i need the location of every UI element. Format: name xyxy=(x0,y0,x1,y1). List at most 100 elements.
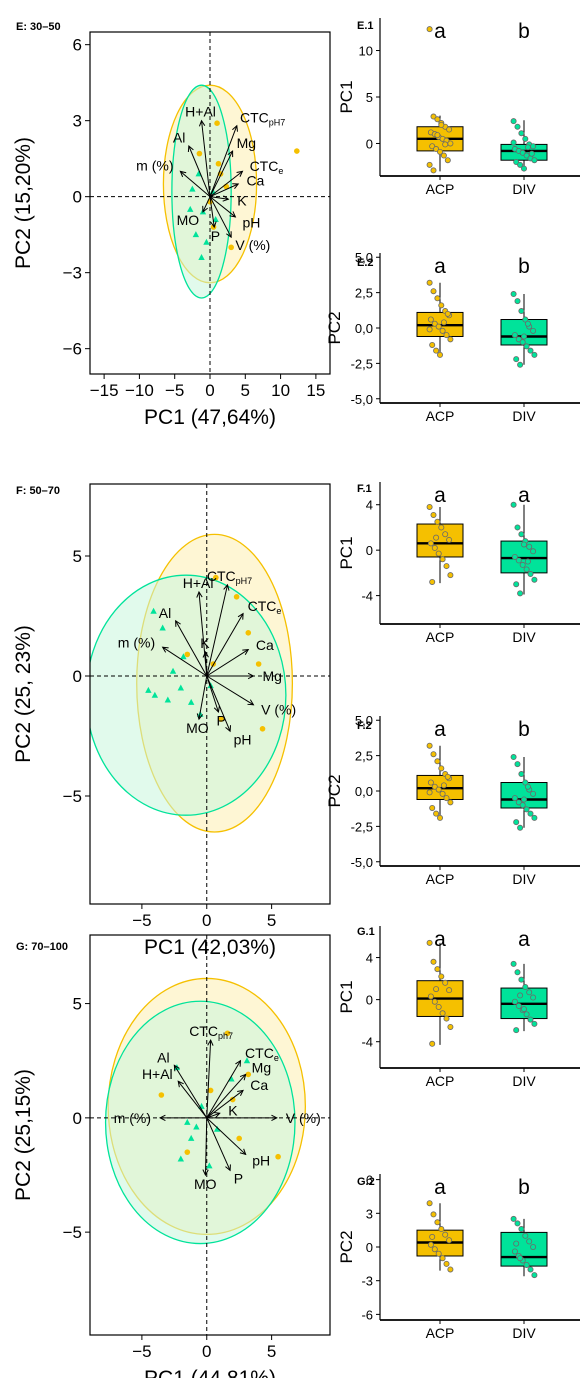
data-point-acp xyxy=(427,779,434,786)
significance-letter: a xyxy=(434,928,446,951)
point-acp xyxy=(294,148,300,154)
data-point-div xyxy=(531,1272,538,1279)
x-tick-label: DIV xyxy=(512,1073,536,1089)
data-point-div xyxy=(523,566,530,573)
significance-letter: a xyxy=(434,20,446,43)
panel-label: F: 50–70 xyxy=(16,485,60,497)
data-point-div xyxy=(518,130,525,137)
data-point-div xyxy=(519,802,526,809)
y-tick-label: 2,5 xyxy=(355,749,373,764)
y-axis-title: PC2 (25,15%) xyxy=(12,1069,35,1201)
data-point-acp xyxy=(442,141,449,148)
loading-vector xyxy=(173,1065,208,1119)
point-acp xyxy=(184,1149,191,1155)
boxplot-1: a ACP b DIV 0 5 10 PC1 E.1 xyxy=(337,18,580,197)
point-acp xyxy=(229,1096,236,1103)
data-point-acp xyxy=(433,347,440,354)
vector-label: CTCe xyxy=(250,158,284,176)
data-point-acp xyxy=(426,279,433,286)
data-point-div xyxy=(518,531,525,538)
vector-arrowhead xyxy=(225,231,232,239)
data-point-acp xyxy=(426,789,433,796)
x-tick-label: ACP xyxy=(426,1325,455,1341)
point-div xyxy=(187,205,194,212)
data-point-acp xyxy=(435,550,442,557)
point-acp xyxy=(215,160,222,167)
y-tick-label: -3 xyxy=(361,1274,373,1289)
data-point-div xyxy=(531,576,538,583)
vector-arrowhead xyxy=(239,1073,247,1081)
data-point-acp xyxy=(442,531,449,538)
vector-arrowhead xyxy=(232,124,238,132)
data-point-div xyxy=(513,1027,520,1034)
data-point-div xyxy=(513,356,520,363)
data-point-div xyxy=(530,790,537,797)
vector-label: m (%) xyxy=(136,157,173,173)
data-point-acp xyxy=(446,126,453,133)
vector-arrowhead xyxy=(232,183,240,189)
y-tick-label: -4 xyxy=(361,589,373,604)
x-tick-label: 5 xyxy=(241,381,250,400)
y-tick-label: -5,0 xyxy=(351,855,373,870)
loading-vector xyxy=(206,1074,247,1119)
data-point-div xyxy=(528,150,535,157)
vector-arrowhead xyxy=(237,1089,244,1097)
loading-vector xyxy=(206,649,249,677)
data-point-div xyxy=(531,814,538,821)
x-tick-label: −5 xyxy=(132,911,151,930)
vector-label-subscript: pH7 xyxy=(236,576,253,586)
data-point-div xyxy=(522,316,529,323)
data-point-acp xyxy=(429,804,436,811)
data-point-acp xyxy=(439,1255,446,1262)
data-point-acp xyxy=(434,518,441,525)
y-tick-label: 4 xyxy=(366,951,373,966)
x-tick-label: 10 xyxy=(271,381,290,400)
data-point-acp xyxy=(447,1023,454,1030)
vector-arrowhead xyxy=(202,650,209,658)
significance-letter: a xyxy=(434,255,446,278)
data-point-acp xyxy=(442,979,449,986)
data-point-div xyxy=(522,779,529,786)
data-point-acp xyxy=(439,556,446,563)
point-acp xyxy=(184,651,191,658)
vector-arrowhead xyxy=(213,1111,221,1118)
point-acp xyxy=(228,244,234,251)
vector-arrowhead xyxy=(175,619,181,627)
data-point-div xyxy=(526,1238,533,1245)
vector-label: Ca xyxy=(256,637,274,653)
loading-vector xyxy=(198,591,208,677)
data-point-acp xyxy=(426,161,433,168)
point-div xyxy=(177,684,185,691)
data-point-acp xyxy=(444,310,451,317)
vector-arrowhead xyxy=(242,649,250,656)
data-point-acp xyxy=(426,503,433,510)
y-tick-label: -6 xyxy=(361,1307,373,1322)
point-div xyxy=(145,686,152,693)
x-tick-label: ACP xyxy=(426,181,455,197)
data-point-acp xyxy=(438,973,445,980)
data-point-acp xyxy=(427,316,434,323)
data-point-acp xyxy=(431,783,438,790)
data-point-div xyxy=(522,1232,529,1239)
significance-letter: b xyxy=(518,718,530,741)
data-point-acp xyxy=(435,1250,442,1257)
vector-label-subscript: e xyxy=(276,606,281,616)
data-point-div xyxy=(517,824,524,831)
x-tick-label: −5 xyxy=(165,381,184,400)
significance-letter: b xyxy=(518,20,530,43)
y-tick-label: −5 xyxy=(63,787,82,806)
data-point-acp xyxy=(436,814,443,821)
y-tick-label: -2,5 xyxy=(351,819,373,834)
data-point-div xyxy=(510,139,517,146)
point-acp xyxy=(218,716,224,722)
data-point-div xyxy=(530,548,537,555)
point-div xyxy=(169,667,177,674)
loading-vector xyxy=(209,196,229,200)
data-point-div xyxy=(524,783,531,790)
x-tick-label: −5 xyxy=(132,1342,151,1361)
data-point-div xyxy=(530,143,537,150)
data-point-div xyxy=(511,1248,518,1255)
x-tick-label: ACP xyxy=(426,871,455,887)
vector-label: Al xyxy=(159,605,171,621)
